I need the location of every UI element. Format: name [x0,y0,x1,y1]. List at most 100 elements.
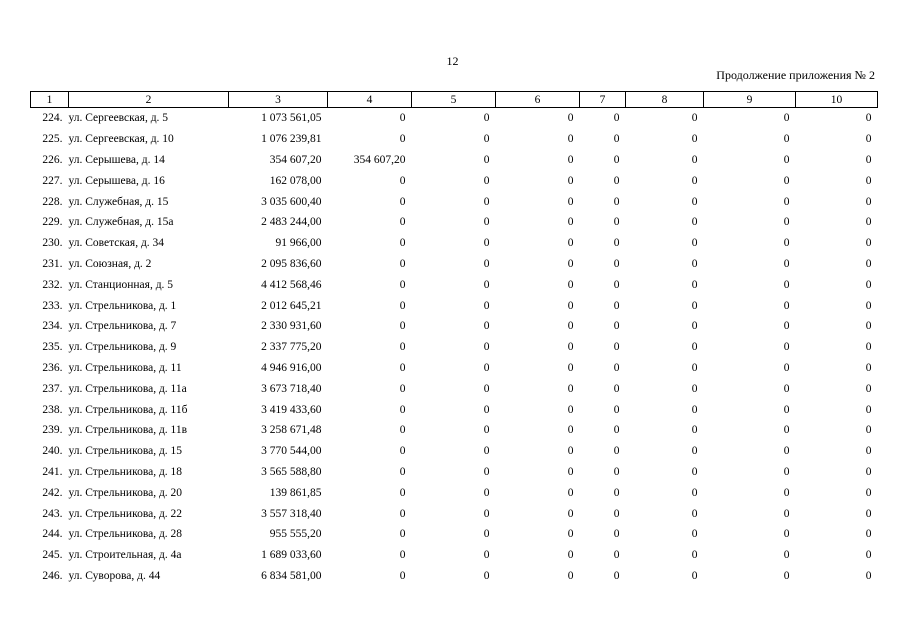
value-cell: 0 [865,465,872,478]
address-cell: ул. Станционная, д. 5 [68,278,174,291]
column-header: 1 [30,91,69,108]
value-cell: 0 [483,299,490,312]
value-cell: 0 [483,257,490,270]
address-cell: ул. Сергеевская, д. 10 [68,133,174,146]
value-cell: 0 [567,549,574,562]
row-number: 236. [42,361,63,374]
value-cell: 0 [567,445,574,458]
page-number: 12 [446,54,459,68]
total-amount-cell: 354 607,20 [269,153,322,166]
value-cell: 0 [865,195,872,208]
value-cell: 0 [865,361,872,374]
value-cell: 0 [865,257,872,270]
value-cell: 0 [783,528,790,541]
value-cell: 0 [399,257,406,270]
value-cell: 0 [567,133,574,146]
total-amount-cell: 2 095 836,60 [261,257,322,270]
total-amount-cell: 3 419 433,60 [261,403,322,416]
value-cell: 0 [691,195,698,208]
row-number: 228. [42,195,63,208]
address-cell: ул. Стрельникова, д. 7 [68,320,177,333]
row-number: 227. [42,174,63,187]
row-number: 232. [42,278,63,291]
value-cell: 0 [613,382,620,395]
value-cell: 0 [567,216,574,229]
value-cell: 0 [483,445,490,458]
value-cell: 0 [567,403,574,416]
value-cell: 0 [399,403,406,416]
column-header: 2 [68,91,229,108]
address-cell: ул. Стрельникова, д. 15 [68,445,183,458]
address-cell: ул. Союзная, д. 2 [68,257,152,270]
value-cell: 0 [691,341,698,354]
value-cell: 0 [399,341,406,354]
table-row: 244. ул. Стрельникова, д. 28 955 555,20 0 0 0… [31,524,878,545]
value-cell: 0 [865,382,872,395]
total-amount-cell: 2 337 775,20 [261,341,322,354]
value-cell: 0 [567,341,574,354]
column-header: 8 [625,91,704,108]
value-cell: 0 [691,569,698,582]
address-cell: ул. Суворова, д. 44 [68,569,161,582]
address-cell: ул. Стрельникова, д. 28 [68,528,183,541]
value-cell: 0 [613,216,620,229]
value-cell: 354 607,20 [353,153,406,166]
row-number: 237. [42,382,63,395]
value-cell: 0 [483,528,490,541]
value-cell: 0 [483,133,490,146]
total-amount-cell: 955 555,20 [269,528,322,541]
value-cell: 0 [783,153,790,166]
row-number: 239. [42,424,63,437]
table-row: 236. ул. Стрельникова, д. 11 4 946 916,00 0… [31,358,878,379]
value-cell: 0 [783,174,790,187]
value-cell: 0 [613,153,620,166]
total-amount-cell: 91 966,00 [275,237,322,250]
value-cell: 0 [567,112,574,125]
address-cell: ул. Стрельникова, д. 22 [68,507,183,520]
value-cell: 0 [691,361,698,374]
table-body: 224. ул. Сергеевская, д. 5 1 073 561,05 0 0 0… [31,108,878,587]
value-cell: 0 [865,237,872,250]
address-cell: ул. Служебная, д. 15 [68,195,169,208]
value-cell: 0 [613,237,620,250]
value-cell: 0 [691,507,698,520]
value-cell: 0 [783,320,790,333]
column-header: 4 [327,91,412,108]
value-cell: 0 [483,112,490,125]
row-number: 226. [42,153,63,166]
value-cell: 0 [783,237,790,250]
value-cell: 0 [567,153,574,166]
table-row: 229. ул. Служебная, д. 15а 2 483 244,00 0 0 0… [31,212,878,233]
row-number: 235. [42,341,63,354]
value-cell: 0 [783,424,790,437]
value-cell: 0 [399,112,406,125]
row-number: 224. [42,112,63,125]
value-cell: 0 [783,361,790,374]
row-number: 230. [42,237,63,250]
table-row: 228. ул. Служебная, д. 15 3 035 600,40 0 0 0 0… [31,191,878,212]
column-header: 3 [228,91,328,108]
value-cell: 0 [613,424,620,437]
value-cell: 0 [483,549,490,562]
value-cell: 0 [865,528,872,541]
value-cell: 0 [613,403,620,416]
address-cell: ул. Серышева, д. 16 [68,174,165,187]
value-cell: 0 [865,112,872,125]
row-number: 229. [42,216,63,229]
value-cell: 0 [691,486,698,499]
total-amount-cell: 1 073 561,05 [261,112,322,125]
value-cell: 0 [399,195,406,208]
value-cell: 0 [783,549,790,562]
total-amount-cell: 4 946 916,00 [261,361,322,374]
value-cell: 0 [865,174,872,187]
value-cell: 0 [399,299,406,312]
value-cell: 0 [567,195,574,208]
table-row: 226. ул. Серышева, д. 14 354 607,20 354 607… [31,150,878,171]
value-cell: 0 [567,174,574,187]
value-cell: 0 [399,133,406,146]
row-number: 243. [42,507,63,520]
value-cell: 0 [567,257,574,270]
table-row: 238. ул. Стрельникова, д. 11б 3 419 433,60… [31,399,878,420]
value-cell: 0 [567,569,574,582]
value-cell: 0 [567,361,574,374]
